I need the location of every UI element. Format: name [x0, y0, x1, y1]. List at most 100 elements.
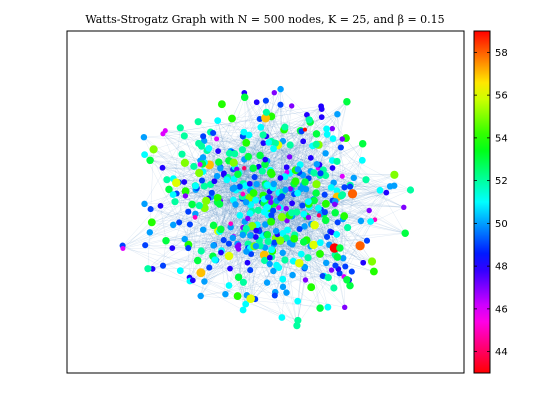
graph-node — [265, 139, 273, 146]
graph-node — [234, 170, 242, 178]
graph-node — [312, 140, 320, 148]
graph-edge — [379, 190, 406, 234]
graph-node — [213, 193, 222, 202]
graph-edge — [213, 187, 235, 246]
graph-edge — [291, 203, 300, 230]
graph-edge — [282, 119, 310, 142]
graph-edge — [323, 169, 405, 208]
graph-node — [333, 187, 341, 195]
graph-edge — [270, 202, 325, 215]
graph-node — [261, 256, 269, 265]
graph-node — [283, 289, 290, 296]
graph-node — [333, 253, 342, 261]
graph-node — [233, 292, 242, 301]
graph-edge — [229, 265, 336, 269]
graph-edge — [250, 253, 321, 299]
graph-edge — [282, 190, 338, 234]
graph-node — [244, 152, 253, 161]
graph-node — [259, 250, 269, 260]
graph-edge — [278, 267, 312, 288]
graph-node — [195, 139, 203, 147]
graph-edge — [286, 216, 307, 239]
graph-node — [338, 191, 347, 199]
graph-edge — [200, 160, 249, 219]
graph-node — [346, 281, 354, 290]
graph-node — [220, 237, 227, 244]
graph-node — [185, 245, 192, 252]
graph-node — [366, 207, 372, 214]
graph-node — [271, 292, 278, 299]
graph-edge — [196, 134, 250, 189]
graph-node — [360, 259, 367, 266]
graph-edge — [336, 160, 363, 198]
graph-node — [277, 175, 284, 181]
graph-node — [227, 265, 233, 272]
graph-edge — [272, 138, 343, 211]
graph-edge — [345, 185, 395, 267]
graph-node — [217, 225, 225, 234]
graph-edge — [202, 156, 249, 230]
graph-node — [347, 189, 358, 199]
graph-node — [401, 229, 409, 237]
graph-edge — [266, 266, 306, 283]
graph-edge — [200, 177, 355, 252]
graph-edge — [200, 204, 251, 252]
graph-node — [348, 268, 355, 275]
graph-node — [242, 199, 250, 206]
graph-node — [142, 242, 149, 249]
graph-edge — [203, 140, 255, 201]
graph-edge — [220, 184, 304, 253]
graph-node — [247, 267, 254, 274]
graph-edge — [296, 134, 328, 326]
graph-node — [321, 209, 328, 216]
graph-edge — [220, 101, 348, 230]
graph-node — [236, 212, 244, 219]
graph-edge — [320, 187, 332, 210]
graph-node — [323, 125, 330, 133]
graph-edge — [265, 183, 287, 209]
graph-edge — [262, 208, 319, 236]
graph-node — [192, 182, 200, 190]
graph-node — [342, 263, 349, 270]
graph-node — [245, 215, 251, 222]
graph-node — [159, 262, 167, 269]
graph-edge — [188, 211, 264, 236]
graph-node — [289, 200, 295, 207]
graph-node — [276, 205, 282, 211]
graph-node — [328, 267, 335, 273]
graph-edge — [212, 132, 321, 176]
graph-node — [312, 130, 321, 138]
graph-edge — [152, 185, 395, 270]
graph-edge — [188, 244, 323, 277]
graph-node — [192, 214, 198, 220]
graph-node — [301, 223, 308, 230]
graph-edge — [229, 268, 276, 296]
graph-edge — [217, 150, 251, 198]
graph-node — [214, 136, 220, 142]
graph-node — [178, 150, 186, 158]
graph-edge — [220, 200, 244, 228]
graph-node — [337, 144, 344, 151]
graph-edge — [217, 130, 301, 152]
graph-node — [201, 278, 208, 285]
graph-edge — [320, 105, 363, 161]
graph-node — [329, 125, 335, 132]
graph-edge — [303, 203, 327, 215]
graph-node — [310, 220, 319, 230]
graph-node — [278, 193, 286, 200]
graph-node — [229, 234, 237, 242]
graph-edge — [229, 248, 239, 269]
graph-edge — [264, 211, 351, 286]
graph-node — [169, 191, 177, 199]
graph-node — [310, 169, 318, 177]
graph-node — [227, 223, 234, 231]
graph-edge — [282, 128, 327, 142]
graph-node — [146, 156, 154, 165]
graph-edge — [271, 116, 290, 158]
graph-node — [324, 274, 332, 282]
graph-edge — [319, 147, 342, 166]
graph-edge — [243, 131, 324, 171]
graph-node — [304, 254, 312, 262]
graph-edge — [306, 212, 336, 241]
